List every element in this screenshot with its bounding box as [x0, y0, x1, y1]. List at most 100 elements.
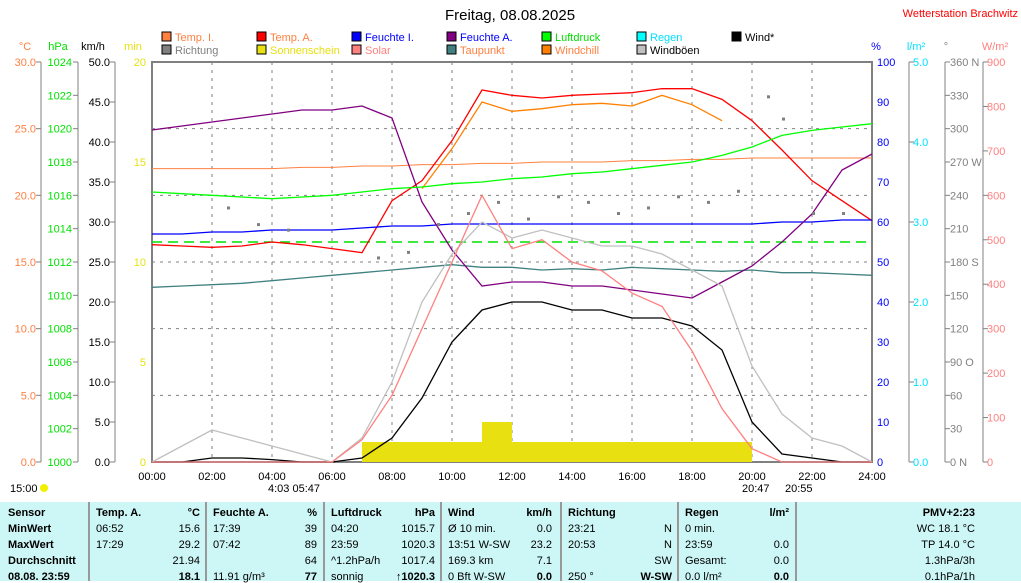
column-title: Luftdruck [331, 507, 382, 519]
axis-tick-label-deg: 30 [950, 424, 962, 436]
axis-tick-label-deg: 60 [950, 390, 962, 402]
axis-tick-label-hpa: 1016 [48, 190, 72, 202]
axis-tick-label-kmh: 10.0 [89, 377, 110, 389]
sunset-time: 20:47 [742, 483, 770, 495]
x-tick-label: 20:00 [738, 471, 766, 483]
axis-tick-label-pct: 20 [877, 377, 889, 389]
cell-value: SW [654, 555, 672, 567]
axis-unit-deg: ° [944, 41, 948, 53]
axis-tick-label-pct: 0 [877, 457, 883, 469]
column-unit: l/m² [769, 507, 789, 519]
richtung-point [497, 200, 500, 204]
column-title: Temp. A. [96, 507, 142, 519]
axis-unit-kmh: km/h [81, 41, 105, 53]
axis-tick-label-deg: 0 N [950, 457, 967, 469]
cell-left: 23:59 [331, 539, 359, 551]
extra-info: 0.1hPa/1h [924, 571, 975, 583]
legend-swatch [636, 31, 647, 42]
legend-swatch [161, 44, 172, 55]
cell-left: Ø 10 min. [448, 523, 496, 535]
table-divider [677, 502, 679, 581]
axis-tick-label-deg: 90 O [950, 357, 974, 369]
axis-unit-hpa: hPa [48, 41, 68, 53]
richtung-point [647, 206, 650, 210]
column-unit: °C [187, 507, 200, 519]
cell-left: sonnig [331, 571, 364, 583]
axis-tick-label-kmh: 45.0 [89, 97, 110, 109]
cell-value: 0.0 [773, 571, 789, 583]
axis-tick-label-solar: 0 [987, 457, 993, 469]
axis-tick-label-hpa: 1018 [48, 157, 72, 169]
axis-tick-label-deg: 210 [950, 224, 968, 236]
x-tick-label: 14:00 [558, 471, 586, 483]
cell-value: 18.1 [178, 571, 200, 583]
legend-label-4: Luftdruck [555, 32, 601, 44]
table-divider [88, 502, 90, 581]
table-divider [795, 502, 797, 581]
chart-title: Freitag, 08.08.2025 [445, 7, 575, 24]
table-divider [440, 502, 442, 581]
series-wind- [152, 301, 872, 463]
legend-swatch [351, 31, 362, 42]
axis-tick-label-kmh: 20.0 [89, 297, 110, 309]
sensor-label: 08.08. 23:59 [8, 571, 70, 583]
cell-left: 17:29 [96, 539, 124, 551]
x-tick-label: 22:00 [798, 471, 826, 483]
cell-value: 15.6 [178, 523, 200, 535]
richtung-point [377, 256, 380, 260]
cell-value: 0.0 [773, 555, 789, 567]
axis-tick-label-deg: 300 [950, 124, 968, 136]
cell-value: N [664, 523, 672, 535]
axis-tick-label-celsius: 30.0 [15, 57, 36, 69]
legend-label-3: Feuchte A. [460, 32, 513, 44]
column-unit: hPa [414, 507, 435, 519]
series-temp-i- [152, 157, 872, 170]
axis-tick-label-solar: 900 [987, 57, 1005, 69]
cell-value: 1020.3 [401, 539, 435, 551]
axis-tick-label-deg: 330 [950, 90, 968, 102]
table-divider [323, 502, 325, 581]
legend-label-7: Richtung [175, 45, 218, 57]
axis-tick-label-solar: 800 [987, 101, 1005, 113]
series-taupunkt [151, 264, 873, 288]
cell-left: 20:53 [568, 539, 596, 551]
cell-value: 23.2 [530, 539, 552, 551]
legend-swatch [636, 44, 647, 55]
axis-tick-label-hpa: 1014 [48, 224, 72, 236]
cell-value: 89 [304, 539, 317, 551]
cell-left: 13:51 W-SW [448, 539, 511, 551]
richtung-point [407, 250, 410, 254]
table-divider [205, 502, 207, 581]
axis-tick-label-solar: 200 [987, 368, 1005, 380]
legend-swatch [446, 44, 457, 55]
x-tick-label: 16:00 [618, 471, 646, 483]
axis-tick-label-pct: 60 [877, 217, 889, 229]
x-tick-label: 00:00 [138, 471, 166, 483]
cell-value: 29.2 [178, 539, 200, 551]
axis-tick-label-pct: 90 [877, 97, 889, 109]
axis-tick-label-celsius: 0.0 [21, 457, 36, 469]
axis-tick-label-celsius: 15.0 [15, 257, 36, 269]
x-tick-label: 06:00 [318, 471, 346, 483]
axis-tick-label-hpa: 1022 [48, 90, 72, 102]
axis-tick-label-hpa: 1024 [48, 57, 72, 69]
axis-tick-label-solar: 600 [987, 190, 1005, 202]
richtung-point [767, 95, 770, 99]
axis-tick-label-hpa: 1008 [48, 324, 72, 336]
axis-tick-label-hpa: 1010 [48, 290, 72, 302]
axis-tick-label-pct: 80 [877, 137, 889, 149]
axis-tick-label-deg: 150 [950, 290, 968, 302]
cell-left: ^1.2hPa/h [331, 555, 381, 567]
cell-left: 0 min. [685, 523, 715, 535]
sunrise-time: 4:03 05:47 [268, 483, 320, 495]
series-sonnenschein [152, 422, 872, 462]
axis-unit-rain: l/m² [907, 41, 926, 53]
axis-tick-label-pct: 30 [877, 337, 889, 349]
axis-tick-label-min: 15 [134, 157, 146, 169]
sensor-label: MinWert [8, 523, 52, 535]
axis-unit-celsius: °C [19, 41, 31, 53]
cell-left: 250 ° [568, 571, 594, 583]
axis-tick-label-solar: 500 [987, 235, 1005, 247]
cell-left: 06:52 [96, 523, 124, 535]
axis-tick-label-hpa: 1006 [48, 357, 72, 369]
